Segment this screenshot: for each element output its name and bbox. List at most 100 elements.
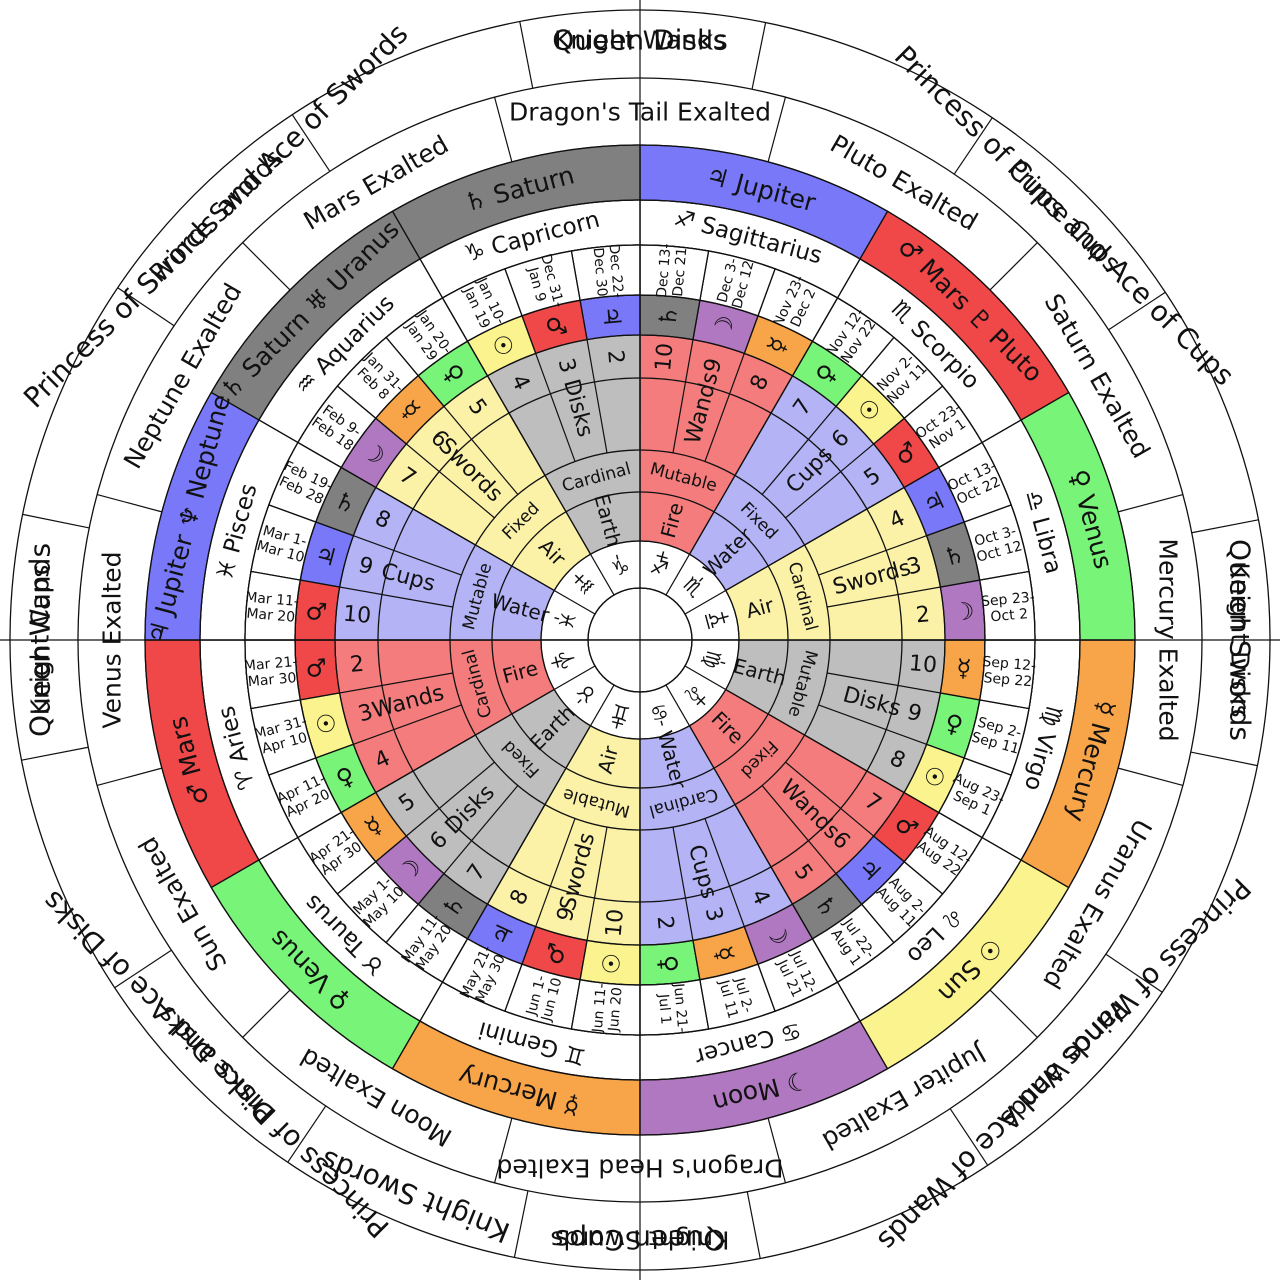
outer-ring-label: Queen Disks: [552, 24, 728, 57]
exalt-divider: [493, 1117, 513, 1184]
court-divider: [1190, 751, 1258, 767]
decan-divider: [804, 441, 983, 546]
decan-planet-icon: ♄: [653, 304, 683, 328]
court-card-label: Knight Swords: [551, 1226, 730, 1255]
outer-ring-label: Queen Cups: [555, 1224, 726, 1257]
decan-divider: [704, 818, 776, 1012]
decan-number: 2: [602, 349, 628, 365]
decan-divider: [250, 570, 453, 608]
court-divider: [291, 114, 331, 172]
decan-divider: [570, 827, 608, 1030]
court-divider: [287, 1105, 327, 1163]
polarity-mark: -: [717, 651, 729, 673]
decan-planet-icon: ♀: [654, 954, 683, 974]
polarity-mark: -: [607, 551, 629, 563]
decan-number: 10: [602, 908, 629, 938]
exalted-label: Mercury Exalted: [1154, 538, 1183, 741]
decan-divider: [818, 704, 1012, 776]
exalt-divider: [96, 767, 163, 787]
court-divider: [513, 1190, 529, 1258]
exalt-divider: [242, 242, 291, 291]
decan-date: Jul 22-Aug 1: [827, 915, 878, 969]
decan-divider: [441, 297, 546, 476]
decan-divider: [704, 268, 776, 462]
decan-number: 9: [356, 553, 376, 581]
decan-divider: [785, 761, 943, 895]
decan-divider: [827, 570, 1030, 608]
decan-date-line: Dec 13-: [654, 243, 675, 299]
outer-ring-label: Queen Wands: [24, 543, 57, 737]
center-sign-glyph: ♋: [648, 699, 672, 727]
decan-divider: [672, 250, 710, 453]
polarity-mark: +: [650, 547, 674, 567]
decan-divider: [761, 337, 895, 495]
court-divider: [1191, 519, 1259, 534]
decan-divider: [250, 672, 453, 710]
decan-divider: [297, 734, 476, 839]
exalt-divider: [493, 96, 513, 163]
decan-divider: [672, 827, 710, 1030]
decan-divider: [504, 268, 576, 462]
decan-planet-icon: ♂: [304, 653, 328, 683]
exalt-divider: [242, 989, 291, 1038]
court-card-label: Knight Wands: [554, 26, 726, 55]
exalted-label: Dragon's Head Exalted: [497, 1154, 784, 1183]
decan-date: Dec 13-Dec 21: [654, 243, 690, 299]
decan-date-line: Dec 21: [670, 247, 690, 298]
decan-divider: [785, 385, 943, 519]
polarity-mark: -: [551, 607, 563, 629]
decan-date-line: Jul 1: [655, 993, 674, 1026]
decan-number: 10: [908, 651, 938, 678]
court-divider: [1108, 291, 1166, 331]
decan-date: Jun 21-Jul 1: [655, 982, 690, 1033]
court-divider: [1105, 953, 1163, 993]
decan-number: 10: [651, 342, 678, 372]
decan-date-line: Oct 2: [990, 606, 1029, 625]
decan-date: Sep 23-Oct 2: [980, 589, 1035, 625]
decan-planet-icon: ☿: [709, 943, 740, 964]
decan-number: 2: [915, 602, 931, 628]
decan-date-line: Dec 22-: [605, 243, 626, 299]
decan-divider: [337, 385, 495, 519]
exalt-divider: [767, 1117, 787, 1184]
decan-date: Sep 12-Sep 22: [982, 654, 1037, 690]
decan-date-line: Mar 20: [246, 606, 296, 626]
decan-date-line: Mar 11-: [245, 589, 300, 610]
polarity-mark: +: [547, 650, 567, 674]
decan-number: 9: [904, 700, 924, 728]
decan-divider: [385, 785, 519, 943]
decan-date-line: Sep 23-: [980, 589, 1035, 610]
decan-divider: [761, 785, 895, 943]
exalt-divider: [1117, 767, 1184, 787]
center-sign-glyph: ♑: [609, 554, 633, 582]
ruler-divider: [391, 211, 421, 260]
court-card-label: Knight Disks: [1226, 562, 1255, 717]
decan-date: Mar 11-Mar 20: [245, 589, 300, 626]
exalt-divider: [96, 493, 163, 513]
exalt-divider: [767, 96, 787, 163]
decan-divider: [570, 250, 608, 453]
court-divider: [746, 1191, 761, 1259]
decan-planet-icon: ♃: [597, 304, 627, 328]
center-sign-glyph: ♊: [609, 699, 633, 727]
ruler-divider: [859, 211, 889, 260]
exalt-divider: [1117, 493, 1184, 513]
decan-planet-icon: ☽: [952, 597, 976, 627]
ruler-divider: [391, 1020, 421, 1069]
exalt-divider: [989, 989, 1038, 1038]
decan-date-line: Mar 30: [247, 670, 297, 690]
center-sign-glyph: ♈: [554, 648, 582, 672]
ring-fills: [144, 144, 1136, 1136]
decan-divider: [337, 761, 495, 895]
polarity-mark: +: [713, 606, 733, 630]
decan-number: 3: [553, 356, 581, 376]
decan-date-line: Sep 12-: [982, 654, 1037, 675]
decan-number: 2: [652, 915, 678, 931]
outer-ring-label: Queen Swords: [1224, 539, 1257, 741]
decan-divider: [268, 704, 462, 776]
decan-divider: [297, 441, 476, 546]
decan-planet-icon: ☉: [597, 952, 627, 976]
ruler-divider: [1020, 391, 1069, 421]
